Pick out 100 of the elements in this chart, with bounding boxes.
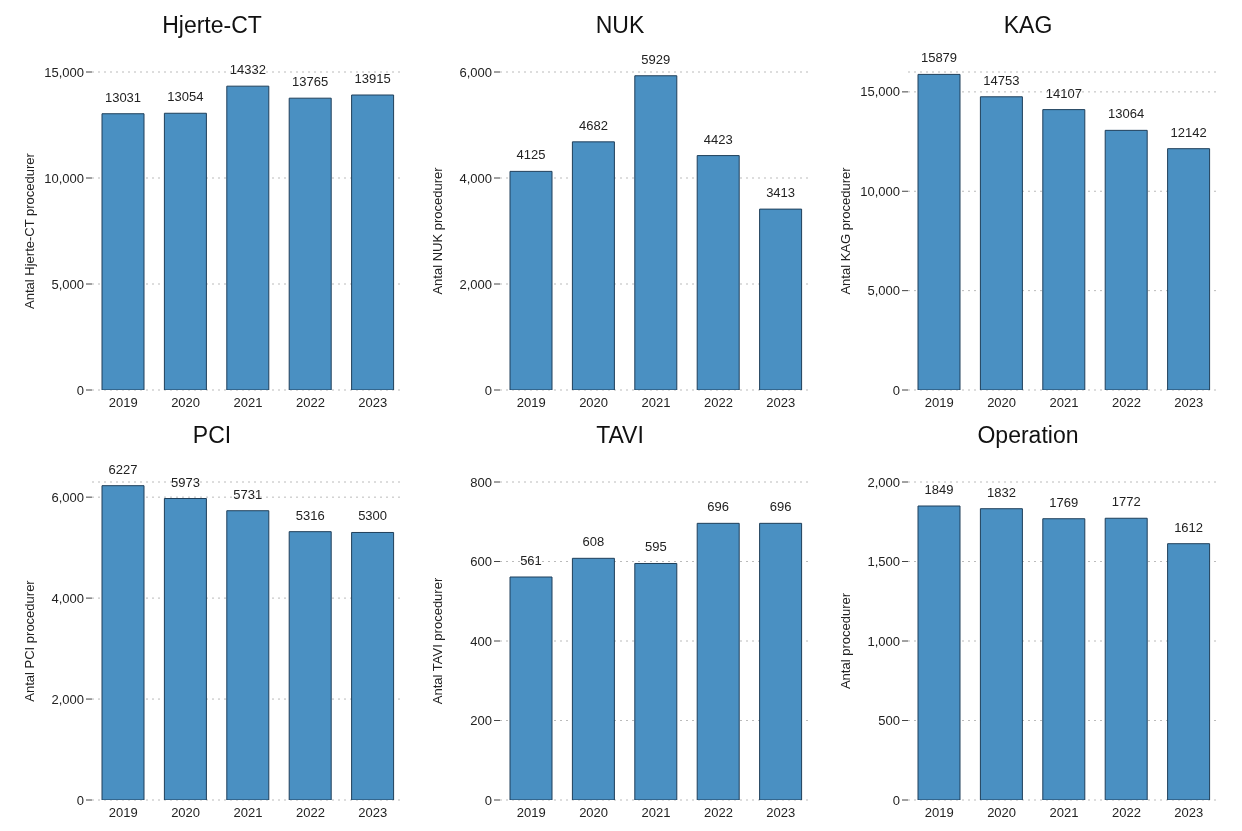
bar bbox=[509, 170, 553, 390]
bar bbox=[759, 522, 803, 800]
x-tick-label: 2019 bbox=[516, 805, 546, 821]
x-tick-label: 2020 bbox=[987, 805, 1017, 821]
y-tick-label: 1,000 bbox=[867, 633, 900, 649]
x-tick-label: 2019 bbox=[108, 805, 138, 821]
bar bbox=[1104, 517, 1148, 800]
y-tick-label: 0 bbox=[76, 792, 84, 808]
x-tick-label: 2022 bbox=[703, 805, 733, 821]
y-tick-label: 0 bbox=[484, 382, 492, 398]
y-tick-label: 0 bbox=[892, 382, 900, 398]
y-tick-label: 200 bbox=[470, 713, 492, 729]
y-axis-title: Antal procedurer bbox=[837, 592, 853, 690]
x-tick-label: 2021 bbox=[233, 395, 263, 411]
bar bbox=[696, 155, 740, 390]
y-tick-label: 0 bbox=[484, 792, 492, 808]
y-tick-label: 10,000 bbox=[860, 183, 900, 199]
x-tick-label: 2019 bbox=[516, 395, 546, 411]
y-tick-label: 5,000 bbox=[867, 283, 900, 299]
y-tick-label: 4,000 bbox=[51, 590, 84, 606]
chart-title: TAVI bbox=[595, 421, 645, 450]
data-label: 1769 bbox=[1049, 494, 1079, 510]
data-label: 13054 bbox=[167, 89, 204, 105]
bar bbox=[288, 97, 332, 390]
bar bbox=[163, 498, 207, 800]
data-label: 13765 bbox=[292, 74, 329, 90]
data-label: 1832 bbox=[986, 484, 1016, 500]
data-label: 3413 bbox=[766, 185, 796, 201]
y-tick-label: 500 bbox=[878, 713, 900, 729]
x-tick-label: 2022 bbox=[703, 395, 733, 411]
bar bbox=[226, 510, 270, 800]
x-tick-label: 2019 bbox=[924, 805, 954, 821]
y-axis-title: Antal PCI procedurer bbox=[21, 579, 37, 702]
data-label: 1849 bbox=[924, 482, 954, 498]
data-label: 4125 bbox=[516, 147, 546, 163]
y-tick-label: 15,000 bbox=[44, 64, 84, 80]
bar bbox=[351, 94, 395, 390]
bar bbox=[759, 208, 803, 390]
x-tick-label: 2021 bbox=[1049, 395, 1079, 411]
y-tick-label: 6,000 bbox=[459, 64, 492, 80]
bar bbox=[226, 85, 270, 390]
y-tick-label: 1,500 bbox=[867, 554, 900, 570]
x-tick-label: 2020 bbox=[987, 395, 1017, 411]
bar bbox=[634, 75, 678, 390]
y-tick-label: 6,000 bbox=[51, 489, 84, 505]
x-tick-label: 2019 bbox=[108, 395, 138, 411]
data-label: 13915 bbox=[354, 71, 391, 86]
bar bbox=[571, 557, 615, 800]
bar bbox=[917, 73, 961, 390]
x-tick-label: 2023 bbox=[1174, 395, 1204, 411]
y-axis-title: Antal Hjerte-CT procedurer bbox=[21, 152, 37, 309]
data-label: 4423 bbox=[703, 131, 733, 147]
data-label: 4682 bbox=[578, 117, 608, 133]
x-tick-label: 2022 bbox=[1111, 395, 1141, 411]
bar bbox=[509, 576, 553, 800]
x-tick-label: 2023 bbox=[766, 395, 796, 411]
bar bbox=[1104, 129, 1148, 390]
x-tick-label: 2020 bbox=[579, 805, 609, 821]
data-label: 14332 bbox=[229, 62, 266, 78]
x-tick-label: 2023 bbox=[358, 395, 388, 411]
chart-title: NUK bbox=[594, 11, 646, 40]
x-tick-label: 2022 bbox=[1111, 805, 1141, 821]
bar bbox=[634, 562, 678, 800]
y-tick-label: 2,000 bbox=[459, 276, 492, 292]
chart-title: Hjerte-CT bbox=[161, 11, 263, 40]
x-tick-label: 2023 bbox=[358, 805, 388, 821]
bar bbox=[1167, 148, 1211, 390]
data-label: 15879 bbox=[920, 50, 958, 66]
data-label: 5316 bbox=[295, 507, 325, 523]
bar bbox=[1042, 518, 1086, 800]
data-label: 14753 bbox=[983, 72, 1020, 88]
y-tick-label: 15,000 bbox=[860, 84, 900, 100]
y-tick-label: 2,000 bbox=[867, 474, 900, 490]
data-label: 6227 bbox=[108, 461, 138, 477]
y-tick-label: 400 bbox=[470, 633, 492, 649]
x-tick-label: 2022 bbox=[295, 805, 325, 821]
y-tick-label: 2,000 bbox=[51, 691, 84, 707]
bar bbox=[101, 485, 145, 800]
y-tick-label: 600 bbox=[470, 554, 492, 570]
data-label: 1772 bbox=[1111, 494, 1141, 510]
x-tick-label: 2023 bbox=[766, 805, 796, 821]
data-label: 1612 bbox=[1174, 519, 1204, 535]
bar bbox=[351, 531, 395, 800]
data-label: 5300 bbox=[358, 508, 388, 524]
x-tick-label: 2020 bbox=[171, 395, 201, 411]
y-tick-label: 0 bbox=[76, 382, 84, 398]
x-tick-label: 2021 bbox=[641, 395, 671, 411]
data-label: 595 bbox=[644, 539, 667, 555]
data-label: 12142 bbox=[1170, 124, 1207, 140]
y-tick-label: 10,000 bbox=[44, 170, 84, 186]
x-tick-label: 2023 bbox=[1174, 805, 1204, 821]
y-axis-title: Antal KAG procedurer bbox=[837, 166, 853, 295]
y-tick-label: 5,000 bbox=[51, 276, 84, 292]
bar bbox=[979, 508, 1023, 800]
data-label: 696 bbox=[707, 499, 730, 515]
bar bbox=[571, 141, 615, 390]
chart-title: KAG bbox=[1002, 11, 1054, 40]
x-tick-label: 2022 bbox=[295, 395, 325, 411]
data-label: 13031 bbox=[104, 89, 142, 105]
data-label: 14107 bbox=[1045, 85, 1082, 101]
